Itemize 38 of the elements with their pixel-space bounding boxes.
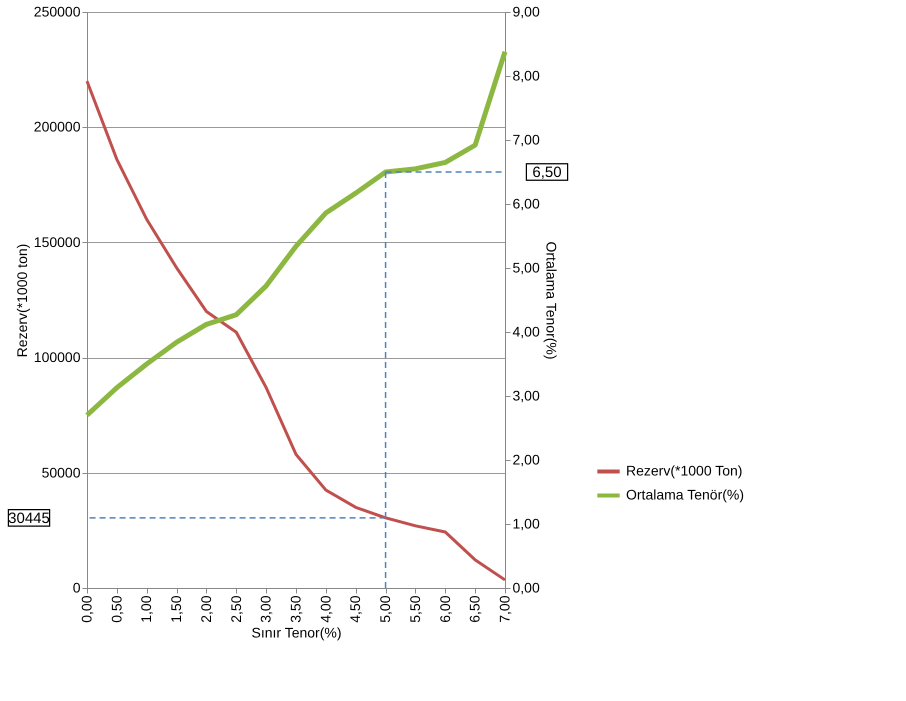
x-tick-label: 4,50 — [347, 595, 364, 623]
y2-tick-label: 9,00 — [512, 4, 540, 20]
x-tick-label: 5,50 — [406, 595, 423, 623]
y2-tick-label: 7,00 — [512, 132, 540, 148]
y-axis-title: Rezerv(*1000 ton) — [14, 244, 30, 358]
x-tick-label: 0,00 — [78, 595, 94, 623]
y-tick-label: 250000 — [34, 4, 81, 20]
x-tick-label: 3,00 — [258, 595, 274, 623]
y2-tick-label: 0,00 — [512, 580, 540, 596]
legend-label: Rezerv(*1000 Ton) — [626, 462, 742, 478]
y2-tick-label: 1,00 — [512, 516, 540, 532]
x-tick-label: 2,50 — [228, 595, 244, 623]
y2-axis-title: Ortalama Tenor(%) — [544, 241, 560, 360]
y2-tick-label: 3,00 — [512, 388, 540, 404]
x-tick-label: 6,50 — [466, 595, 483, 623]
legend-label: Ortalama Tenör(%) — [626, 486, 744, 502]
x-tick-label: 0,50 — [108, 595, 124, 623]
y2-tick-label: 4,00 — [512, 324, 540, 340]
y2-tick-label: 5,00 — [512, 260, 540, 276]
ref-line-label: 6,50 — [532, 164, 562, 181]
x-tick-label: 1,00 — [138, 595, 154, 623]
y-tick-label: 50000 — [42, 464, 81, 480]
y2-tick-label: 2,00 — [512, 452, 540, 468]
y-tick-label: 100000 — [34, 349, 81, 366]
y-tick-label: 0 — [72, 580, 81, 596]
x-tick-label: 6,00 — [436, 595, 453, 623]
line-series — [86, 80, 506, 582]
x-tick-label: 1,50 — [168, 595, 184, 623]
x-axis-title: Sınır Tenor(%) — [252, 624, 342, 641]
y-tick-label: 200000 — [34, 118, 81, 135]
x-tick-label: 7,00 — [496, 595, 512, 623]
x-tick-label: 3,50 — [288, 595, 304, 623]
y2-tick-label: 6,00 — [512, 196, 540, 212]
x-tick-label: 2,00 — [198, 595, 214, 623]
y2-tick-label: 8,00 — [512, 68, 540, 84]
x-tick-label: 4,00 — [317, 595, 334, 623]
y-tick-label: 150000 — [34, 234, 81, 250]
x-tick-label: 5,00 — [377, 595, 394, 623]
